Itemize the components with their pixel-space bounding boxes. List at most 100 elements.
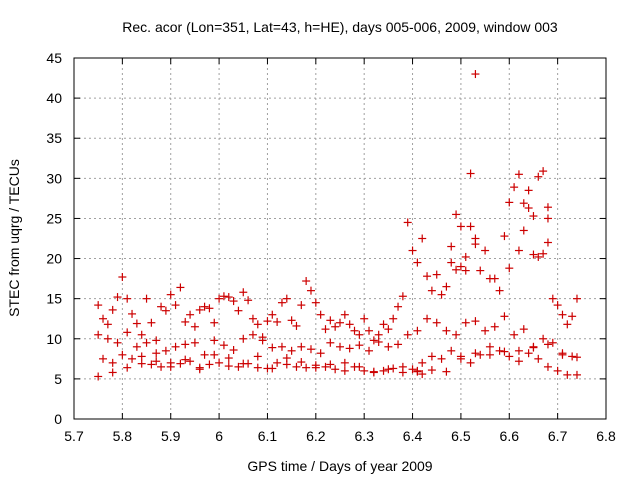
data-point (529, 250, 538, 259)
data-point (331, 322, 340, 331)
data-point (108, 358, 117, 367)
data-point (350, 326, 359, 335)
data-point (161, 346, 170, 355)
data-point (476, 266, 485, 275)
plot-frame (73, 57, 607, 420)
data-point (534, 252, 543, 261)
data-point (253, 363, 262, 372)
chart-title: Rec. acor (Lon=351, Lat=43, h=HE), days … (122, 19, 558, 35)
data-point (123, 294, 132, 303)
x-axis-label: GPS time / Days of year 2009 (247, 458, 432, 474)
data-point (403, 330, 412, 339)
data-point (360, 366, 369, 375)
data-point (215, 294, 224, 303)
data-point (466, 169, 475, 178)
data-point (543, 340, 552, 349)
data-point (374, 330, 383, 339)
data-point (142, 338, 151, 347)
data-point (345, 344, 354, 353)
data-point (137, 330, 146, 339)
data-point (336, 342, 344, 351)
data-points (94, 70, 581, 381)
data-point (306, 286, 315, 295)
data-point (166, 290, 175, 299)
data-point (336, 318, 344, 327)
y-tick-label: 30 (46, 170, 62, 186)
y-tick-label: 25 (46, 210, 62, 226)
data-point (340, 358, 349, 367)
data-point (282, 354, 291, 363)
data-point (94, 330, 103, 339)
data-point (394, 302, 403, 311)
data-point (224, 354, 233, 363)
data-point (369, 336, 378, 345)
x-tick-label: 6.5 (451, 428, 471, 444)
data-point (190, 338, 199, 347)
data-point (282, 294, 291, 303)
data-point (485, 342, 494, 351)
data-point (398, 292, 407, 301)
data-point (408, 246, 417, 255)
data-point (553, 366, 562, 375)
data-point (166, 362, 175, 371)
data-point (215, 358, 224, 367)
x-tick-label: 5.8 (113, 428, 133, 444)
data-point (437, 354, 446, 363)
data-point (229, 297, 238, 306)
data-point (456, 262, 465, 271)
data-point (568, 312, 577, 321)
data-point (563, 320, 572, 329)
data-point (229, 346, 238, 355)
data-point (519, 325, 528, 334)
data-point (510, 183, 519, 192)
data-point (384, 365, 393, 374)
data-point (389, 314, 398, 323)
data-point (514, 357, 523, 366)
data-point (311, 298, 320, 307)
data-point (224, 293, 233, 302)
data-point (423, 272, 432, 281)
data-point (195, 365, 204, 374)
data-point (534, 172, 543, 181)
data-point (471, 317, 480, 326)
data-point (306, 345, 315, 354)
data-point (529, 343, 538, 352)
x-tick-label: 6.8 (596, 428, 616, 444)
y-tick-label: 5 (54, 371, 62, 387)
data-point (128, 309, 137, 318)
data-point (519, 226, 528, 235)
data-point (205, 360, 214, 369)
data-point (461, 252, 470, 261)
data-point (558, 310, 567, 319)
data-point (394, 340, 403, 349)
data-point (331, 365, 340, 374)
data-point (103, 334, 112, 343)
data-point (471, 240, 480, 249)
x-tick-label: 6.6 (500, 428, 520, 444)
data-point (514, 346, 523, 355)
data-point (452, 330, 461, 339)
data-point (379, 320, 388, 329)
data-point (118, 273, 127, 282)
data-point (292, 321, 301, 330)
data-point (205, 304, 214, 313)
data-point (481, 326, 490, 335)
data-point (297, 301, 306, 310)
x-tick-label: 6 (215, 428, 223, 444)
data-point (514, 170, 523, 179)
data-point (268, 310, 277, 319)
data-point (490, 274, 499, 283)
data-point (427, 286, 436, 295)
data-point (543, 362, 552, 371)
data-point (128, 354, 137, 363)
x-tick-label: 6.3 (354, 428, 374, 444)
data-point (384, 342, 393, 351)
data-point (176, 283, 185, 292)
data-point (200, 350, 209, 359)
data-point (142, 294, 151, 303)
data-point (379, 366, 388, 375)
data-point (326, 316, 335, 325)
data-point (384, 325, 393, 334)
data-point (365, 326, 374, 335)
